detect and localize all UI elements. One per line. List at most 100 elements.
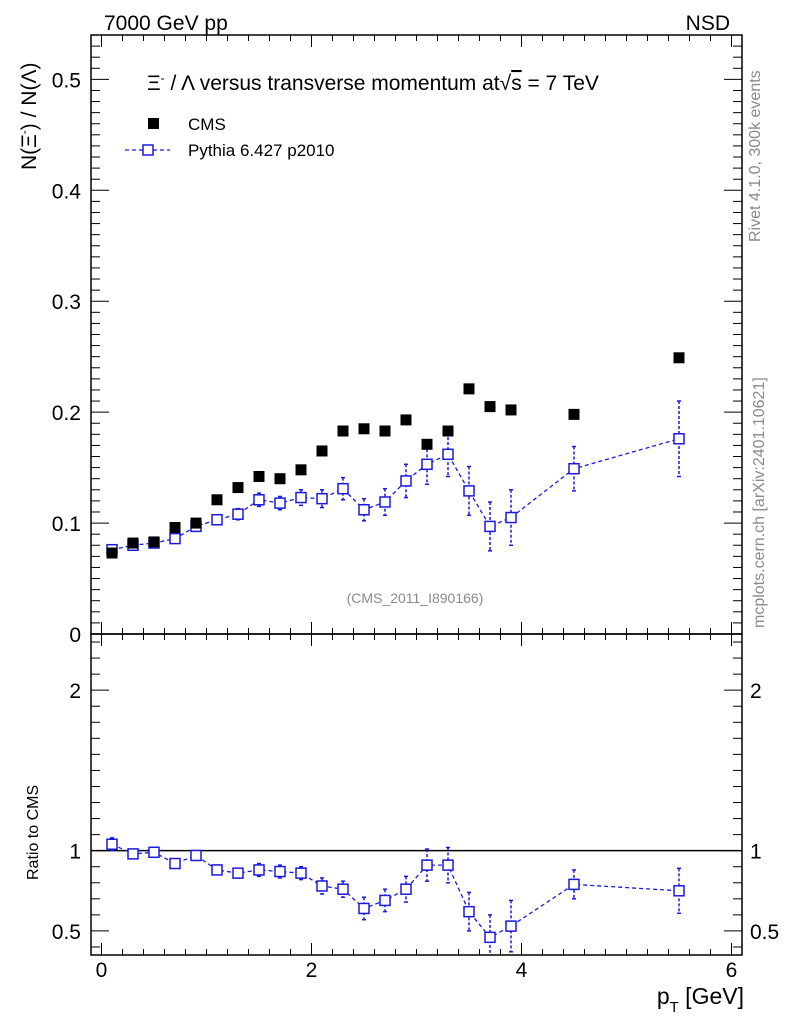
y-tick-label-right: 1 [750, 841, 762, 864]
cms-point [169, 522, 181, 534]
ratio-point [274, 865, 286, 878]
pythia-point [295, 491, 307, 504]
cms-point [274, 473, 286, 485]
ratio-line [111, 843, 680, 939]
ratio-point [337, 883, 349, 895]
ratio-point [127, 848, 139, 860]
x-tick-label: 0 [96, 959, 108, 982]
y-tick-label: 0.5 [52, 921, 81, 944]
y-tick-label: 0.3 [52, 291, 81, 314]
ratio-point [358, 902, 370, 915]
main-y-axis-label: N(Ξ-) / N(Λ) [17, 63, 41, 171]
ratio-point [316, 880, 328, 892]
pythia-point [463, 485, 475, 497]
legend-pythia-marker [142, 144, 154, 156]
legend-pythia-label: Pythia 6.427 p2010 [188, 141, 335, 160]
y-tick-label: 2 [69, 680, 81, 703]
pythia-point [337, 482, 349, 495]
cms-point [148, 536, 160, 548]
pythia-point [274, 497, 286, 509]
pythia-point [232, 508, 244, 520]
pythia-point [316, 492, 328, 505]
header-right: NSD [686, 12, 730, 35]
pythia-line [111, 438, 680, 551]
legend-cms-label: CMS [188, 115, 226, 134]
x-tick-label: 2 [306, 959, 318, 982]
cms-point [505, 404, 517, 416]
analysis-id-label: (CMS_2011_I890166) [347, 590, 484, 606]
cms-point [400, 414, 412, 426]
rivet-version-label: Rivet 4.1.0, 300k events [747, 70, 764, 242]
y-tick-label-right: 2 [750, 680, 762, 703]
ratio-plot-frame [90, 633, 743, 956]
pythia-series [106, 400, 685, 556]
cms-point [463, 383, 475, 395]
ratio-series [106, 837, 685, 955]
ratio-point [505, 920, 517, 932]
cms-point [232, 482, 244, 494]
ratio-y-axis-label: Ratio to CMS [25, 785, 42, 880]
ratio-panel: 0.5 0.5 1 1 2 2 0 2 4 6 Ratio to CMS pT [GeV] [25, 633, 779, 1016]
y-tick-label: 0 [69, 624, 81, 647]
main-panel: 0 0.1 0.2 0.3 0.4 0.5 Ξ- / Λ versus transvers… [17, 34, 743, 647]
pythia-point [253, 494, 265, 506]
cms-point [442, 425, 454, 437]
header-left: 7000 GeV pp [104, 12, 228, 35]
pythia-point [379, 496, 391, 508]
ratio-point [169, 857, 181, 870]
y-tick-label-right: 0.5 [750, 921, 779, 944]
ratio-point [190, 849, 202, 862]
legend: CMS Pythia 6.427 p2010 [125, 115, 335, 160]
ratio-point [421, 859, 433, 871]
cms-point [337, 425, 349, 437]
ratio-point [106, 838, 118, 851]
cms-point [316, 445, 328, 457]
ratio-point [484, 931, 496, 944]
pythia-point [673, 433, 685, 445]
cms-point [358, 423, 370, 435]
ratio-point [379, 894, 391, 907]
main-axis-ticks [91, 34, 742, 635]
pythia-point [442, 448, 454, 461]
pythia-point [400, 475, 412, 487]
legend-cms-marker [148, 118, 159, 129]
cms-point [673, 352, 685, 364]
pythia-point [169, 532, 181, 545]
cms-point [484, 401, 496, 413]
pythia-point [421, 458, 433, 471]
ratio-point [463, 905, 475, 918]
x-axis-label: pT [GeV] [657, 983, 744, 1016]
mcplots-label: mcplots.cern.ch [arXiv:2401.10621] [751, 377, 768, 628]
x-tick-label: 6 [726, 959, 738, 982]
pythia-point [505, 511, 517, 524]
cms-point [253, 470, 265, 482]
ratio-point [253, 864, 265, 876]
y-tick-label: 0.1 [52, 513, 81, 536]
cms-point [127, 537, 139, 549]
ratio-point [232, 867, 244, 879]
ratio-point [568, 878, 580, 891]
plot-title: Ξ- / Λ versus transverse momentum at√s =… [147, 71, 599, 95]
cms-point [211, 494, 223, 506]
pythia-point [484, 520, 496, 533]
ratio-y-tick-labels: 0.5 0.5 1 1 2 2 [52, 680, 779, 944]
ratio-point [295, 867, 307, 879]
y-tick-label: 0.2 [52, 402, 81, 425]
pythia-point [568, 462, 580, 475]
y-tick-label: 0.4 [52, 180, 82, 203]
pythia-point [358, 504, 370, 516]
cms-series [106, 352, 685, 559]
cms-point [106, 547, 118, 559]
x-tick-label: 4 [516, 959, 528, 982]
ratio-point [148, 846, 160, 859]
cms-point [421, 438, 433, 450]
x-tick-labels: 0 2 4 6 [96, 959, 738, 982]
y-tick-label: 1 [69, 841, 81, 864]
cms-point [295, 464, 307, 476]
ratio-point [673, 885, 685, 897]
ratio-axis-ticks [91, 634, 742, 955]
cms-point [568, 408, 580, 420]
y-tick-label: 0.5 [52, 69, 81, 92]
ratio-point [442, 859, 454, 871]
